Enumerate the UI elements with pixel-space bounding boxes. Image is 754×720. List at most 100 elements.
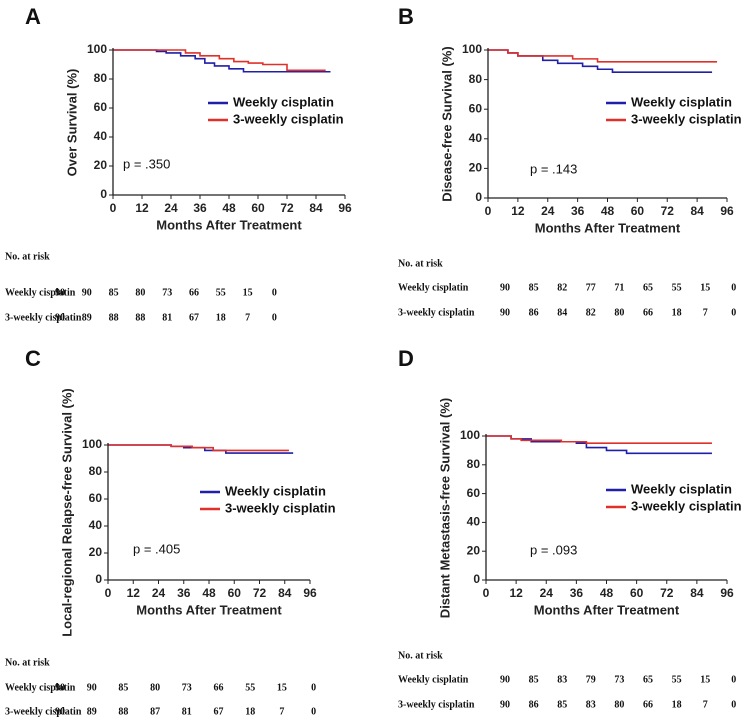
risk-count: 7	[703, 699, 708, 710]
y-tick-label: 60	[94, 100, 108, 114]
x-tick-label: 72	[661, 204, 675, 218]
risk-count: 15	[700, 282, 710, 293]
legend-label: Weekly cisplatin	[233, 94, 334, 109]
y-tick-label: 20	[94, 158, 108, 172]
x-tick-label: 72	[280, 201, 294, 215]
risk-count: 15	[700, 674, 710, 685]
x-tick-label: 72	[253, 586, 267, 600]
survival-curve	[108, 444, 294, 454]
risk-count: 84	[557, 307, 567, 318]
y-tick-label: 100	[460, 428, 480, 442]
panel-label: A	[25, 4, 41, 29]
risk-count: 55	[672, 674, 682, 685]
x-tick-label: 48	[601, 204, 615, 218]
risk-row-label: Weekly cisplatin	[5, 682, 76, 693]
y-tick-label: 40	[94, 129, 108, 143]
risk-count: 0	[731, 282, 736, 293]
risk-count: 85	[109, 287, 119, 298]
y-tick-label: 60	[467, 486, 481, 500]
x-axis-title: Months After Treatment	[534, 602, 680, 617]
x-tick-label: 84	[690, 586, 704, 600]
x-tick-label: 24	[152, 586, 166, 600]
risk-row-label: 3-weekly cisplatin	[398, 307, 475, 318]
x-tick-label: 84	[278, 586, 292, 600]
x-tick-label: 24	[540, 586, 554, 600]
x-tick-label: 12	[509, 586, 523, 600]
risk-count: 88	[118, 706, 128, 717]
y-tick-label: 80	[467, 457, 481, 471]
x-axis-title: Months After Treatment	[156, 217, 302, 232]
risk-count: 67	[214, 706, 224, 717]
y-tick-label: 0	[475, 190, 482, 204]
y-axis-title: Local-regional Relapse-free Survival (%)	[59, 388, 74, 637]
risk-count: 18	[216, 312, 226, 323]
risk-count: 65	[643, 674, 653, 685]
x-tick-label: 60	[228, 586, 242, 600]
risk-count: 66	[189, 287, 199, 298]
x-tick-label: 60	[251, 201, 265, 215]
panel-label: D	[398, 346, 414, 371]
survival-curve	[486, 435, 712, 444]
risk-count: 7	[279, 706, 284, 717]
risk-count: 66	[214, 682, 224, 693]
x-tick-label: 72	[660, 586, 674, 600]
risk-count: 81	[162, 312, 172, 323]
y-tick-label: 100	[87, 42, 107, 56]
x-axis-title: Months After Treatment	[136, 602, 282, 617]
risk-row-label: 3-weekly cisplatin	[5, 706, 82, 717]
x-tick-label: 48	[600, 586, 614, 600]
x-tick-label: 36	[570, 586, 584, 600]
risk-count: 79	[586, 674, 596, 685]
risk-count: 88	[135, 312, 145, 323]
risk-count: 0	[311, 682, 316, 693]
risk-count: 7	[245, 312, 250, 323]
legend-label: Weekly cisplatin	[631, 94, 732, 109]
risk-count: 90	[500, 674, 510, 685]
risk-row-label: Weekly cisplatin	[5, 287, 76, 298]
risk-count: 86	[529, 699, 539, 710]
risk-count: 82	[586, 307, 596, 318]
risk-count: 66	[643, 307, 653, 318]
x-tick-label: 96	[303, 586, 317, 600]
risk-count: 89	[87, 706, 97, 717]
risk-row-label: 3-weekly cisplatin	[5, 312, 82, 323]
x-tick-label: 48	[222, 201, 236, 215]
y-tick-label: 20	[467, 543, 481, 557]
survival-curve	[108, 444, 289, 452]
risk-count: 71	[614, 282, 624, 293]
legend-label: 3-weekly cisplatin	[225, 500, 336, 515]
risk-count: 55	[216, 287, 226, 298]
risk-row-label: Weekly cisplatin	[398, 674, 469, 685]
risk-count: 90	[500, 699, 510, 710]
x-tick-label: 48	[202, 586, 216, 600]
y-tick-label: 40	[467, 515, 481, 529]
risk-count: 0	[272, 287, 277, 298]
y-tick-label: 0	[100, 187, 107, 201]
risk-count: 90	[82, 287, 92, 298]
survival-curve	[113, 49, 326, 72]
risk-count: 73	[614, 674, 624, 685]
risk-count: 67	[189, 312, 199, 323]
risk-table-title: No. at risk	[398, 258, 443, 269]
y-tick-label: 80	[89, 464, 103, 478]
risk-count: 85	[118, 682, 128, 693]
risk-count: 80	[150, 682, 160, 693]
risk-count: 85	[557, 699, 567, 710]
risk-count: 0	[272, 312, 277, 323]
risk-count: 80	[614, 307, 624, 318]
risk-count: 87	[150, 706, 160, 717]
x-tick-label: 12	[511, 204, 525, 218]
risk-count: 89	[82, 312, 92, 323]
risk-table-title: No. at risk	[398, 650, 443, 661]
x-tick-label: 12	[135, 201, 149, 215]
survival-curve	[113, 49, 331, 73]
x-tick-label: 24	[164, 201, 178, 215]
x-axis-title: Months After Treatment	[535, 220, 681, 235]
risk-count: 18	[245, 706, 255, 717]
risk-table-title: No. at risk	[5, 251, 50, 262]
risk-table-title: No. at risk	[5, 657, 50, 668]
risk-count: 0	[311, 706, 316, 717]
x-tick-label: 24	[541, 204, 555, 218]
legend-label: 3-weekly cisplatin	[631, 498, 742, 513]
p-value: p = .093	[530, 542, 577, 557]
